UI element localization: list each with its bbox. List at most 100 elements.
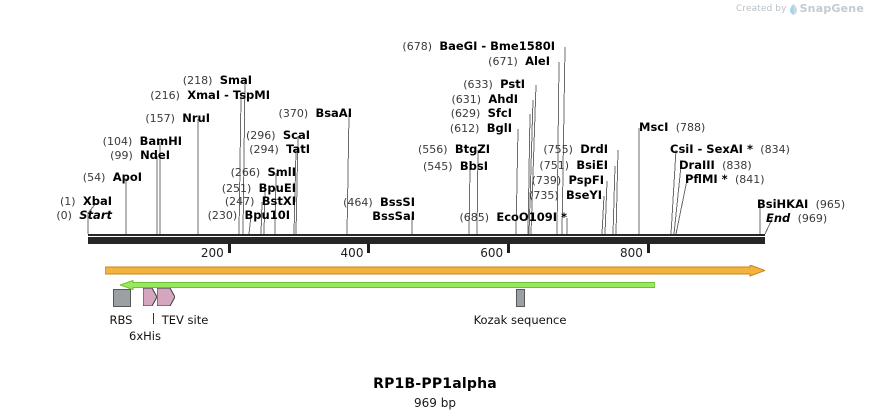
enzyme-label[interactable]: (294) TatI <box>0 143 310 156</box>
enzyme-position: (755) <box>543 143 573 156</box>
enzyme-name: MscI <box>639 120 669 134</box>
enzyme-label[interactable]: (247) BstXI <box>0 195 296 208</box>
enzyme-label[interactable]: End (969) <box>766 212 827 225</box>
enzyme-label[interactable]: (612) BglI <box>0 122 512 135</box>
enzyme-label[interactable]: (678) BaeGI - Bme1580I <box>0 40 555 53</box>
enzyme-position: (230) <box>207 209 238 222</box>
snapgene-watermark: Created by SnapGene <box>736 2 864 15</box>
enzyme-label[interactable]: CsiI - SexAI * (834) <box>670 143 790 156</box>
snapgene-logo-icon <box>789 4 797 15</box>
enzyme-label[interactable]: (1) XbaI <box>0 195 112 208</box>
enzyme-label[interactable]: (54) ApoI <box>0 171 142 184</box>
ruler-tick <box>507 244 511 253</box>
ruler-tick-label: 200 <box>200 246 224 260</box>
enzyme-position: (969) <box>797 212 828 225</box>
enzyme-label[interactable]: (685) EcoO109I * <box>0 211 567 224</box>
enzyme-name: ScaI <box>282 128 310 142</box>
enzyme-position: (965) <box>815 198 846 211</box>
ruler-tick <box>227 244 231 253</box>
enzyme-label[interactable]: (671) AleI <box>0 55 550 68</box>
enzyme-name: Start <box>79 208 112 222</box>
enzyme-position: (788) <box>675 121 706 134</box>
enzyme-position: (841) <box>735 173 765 186</box>
enzyme-name: SmlI <box>267 165 297 179</box>
enzyme-name: BsiEI <box>576 158 608 172</box>
enzyme-name: DrdI <box>580 142 608 156</box>
enzyme-label[interactable]: (266) SmlI <box>0 166 296 179</box>
enzyme-name: BsiHKAI <box>757 197 809 211</box>
enzyme-label[interactable]: (629) SfcI <box>0 107 512 120</box>
enzyme-label[interactable]: (216) XmaI - TspMI <box>0 89 270 102</box>
enzyme-label[interactable]: (0) Start <box>0 209 112 222</box>
enzyme-label[interactable]: (99) NdeI <box>0 149 170 162</box>
enzyme-label[interactable]: BssSaI <box>0 210 415 222</box>
enzyme-position: (218) <box>182 74 213 87</box>
feature-glyph[interactable] <box>516 289 525 307</box>
enzyme-name: CsiI - SexAI * <box>670 142 753 156</box>
feature-glyph[interactable] <box>156 287 176 307</box>
enzyme-position: (612) <box>449 122 480 135</box>
feature-label: TEV site <box>161 313 209 327</box>
enzyme-name: BsaAI <box>315 106 352 120</box>
enzyme-position: (99) <box>110 149 133 162</box>
enzyme-label[interactable]: (296) ScaI <box>0 129 310 142</box>
enzyme-name: BbsI <box>459 159 488 173</box>
enzyme-label[interactable]: (545) BbsI <box>0 160 488 173</box>
enzyme-label[interactable]: (735) BseYI <box>0 189 602 202</box>
enzyme-name: XbaI <box>82 194 112 208</box>
enzyme-label[interactable]: MscI (788) <box>639 121 705 134</box>
enzyme-position: (671) <box>488 55 518 68</box>
enzyme-position: (266) <box>230 166 261 179</box>
enzyme-position: (678) <box>402 40 433 53</box>
feature-label: Kozak sequence <box>473 313 567 327</box>
enzyme-label[interactable]: (218) SmaI <box>0 74 252 87</box>
ruler-tick-label: 800 <box>620 246 643 260</box>
enzyme-position: (685) <box>459 211 490 224</box>
feature-glyph[interactable] <box>113 289 131 307</box>
enzyme-label[interactable]: (633) PstI <box>0 78 525 91</box>
sequence-backbone <box>88 236 765 244</box>
enzyme-position: (247) <box>224 195 255 208</box>
cds-track-arrow[interactable] <box>104 262 767 277</box>
enzyme-position: (633) <box>463 78 493 91</box>
enzyme-label[interactable]: PflMI * (841) <box>685 173 765 186</box>
enzyme-name: NruI <box>182 111 210 125</box>
enzyme-label[interactable]: (631) AhdI <box>0 93 518 106</box>
enzyme-label[interactable]: (104) BamHI <box>0 135 182 148</box>
enzyme-label[interactable]: (251) BpuEI <box>0 182 296 195</box>
enzyme-position: (751) <box>539 159 569 172</box>
enzyme-position: (216) <box>150 89 180 102</box>
enzyme-label[interactable]: (739) PspFI <box>0 174 604 187</box>
orf-track-arrow[interactable] <box>118 275 656 291</box>
feature-glyph[interactable] <box>142 287 158 307</box>
enzyme-label[interactable]: (230) Bpu10I <box>0 209 290 222</box>
enzyme-position: (464) <box>343 196 373 209</box>
enzyme-label[interactable]: (157) NruI <box>0 112 210 125</box>
enzyme-name: ApoI <box>112 170 142 184</box>
enzyme-position: (834) <box>760 143 790 156</box>
enzyme-name: BtgZI <box>454 142 490 156</box>
enzyme-label[interactable]: (370) BsaAI <box>0 107 352 120</box>
watermark-prefix: Created by <box>736 3 787 14</box>
enzyme-position: (370) <box>278 107 309 120</box>
enzyme-label[interactable]: (464) BssSI <box>0 196 415 209</box>
enzyme-label[interactable]: (755) DrdI <box>0 143 608 156</box>
enzyme-name: PflMI * <box>685 172 728 186</box>
enzyme-name: AleI <box>525 54 550 68</box>
ruler-tick-label: 400 <box>340 246 364 260</box>
enzyme-label[interactable]: BsiHKAI (965) <box>757 198 845 211</box>
enzyme-label[interactable]: (751) BsiEI <box>0 159 608 172</box>
enzyme-name: DraIII <box>679 158 715 172</box>
enzyme-name: EcoO109I * <box>496 210 567 224</box>
enzyme-name: SfcI <box>487 106 512 120</box>
enzyme-position: (0) <box>56 209 72 222</box>
enzyme-name: XmaI - TspMI <box>187 88 270 102</box>
enzyme-position: (545) <box>422 160 453 173</box>
enzyme-label[interactable]: DraIII (838) <box>679 159 752 172</box>
enzyme-name: PstI <box>500 77 525 91</box>
feature-label: 6xHis <box>129 329 161 343</box>
enzyme-name: Bpu10I <box>244 208 290 222</box>
enzyme-label[interactable]: (556) BtgZI <box>0 143 490 156</box>
enzyme-name: BaeGI - Bme1580I <box>439 39 555 53</box>
